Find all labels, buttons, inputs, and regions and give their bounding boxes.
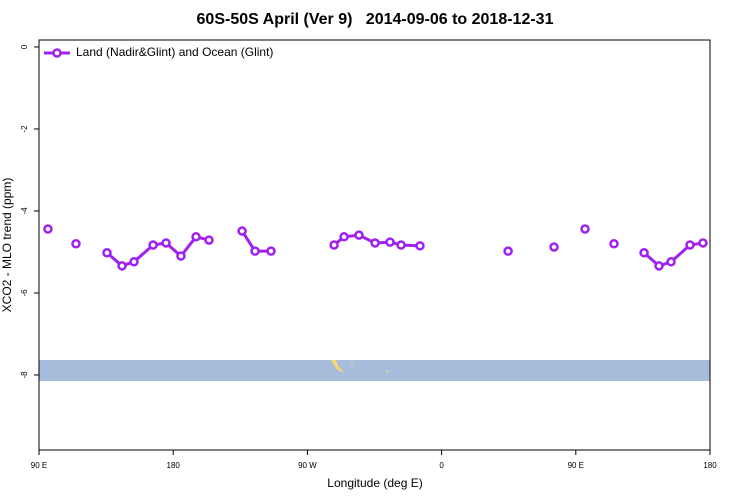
legend-marker	[52, 48, 62, 58]
data-point	[415, 241, 425, 251]
land	[386, 370, 388, 372]
x-tick-label: 180	[703, 461, 717, 470]
y-tick-label: -6	[20, 289, 29, 297]
y-tick-label: -2	[20, 125, 29, 133]
plot-frame	[38, 39, 711, 451]
data-point	[250, 246, 260, 256]
data-point	[43, 224, 53, 234]
data-point	[161, 238, 171, 248]
latitude-band	[39, 360, 710, 381]
data-point	[396, 240, 406, 250]
data-point	[204, 235, 214, 245]
data-point	[148, 240, 158, 250]
data-point	[71, 239, 81, 249]
y-tick-label: 0	[20, 44, 29, 49]
data-point	[609, 239, 619, 249]
data-point	[503, 246, 513, 256]
y-axis-label: XCO2 - MLO trend (ppm)	[0, 178, 14, 313]
data-point	[580, 224, 590, 234]
data-point	[176, 251, 186, 261]
data-point	[102, 248, 112, 258]
x-tick-label: 90 E	[568, 461, 584, 470]
data-point	[117, 261, 127, 271]
data-point	[266, 246, 276, 256]
y-tick-label: -8	[20, 371, 29, 379]
x-tick-label: 90 W	[298, 461, 317, 470]
data-point	[129, 257, 139, 267]
data-point	[329, 240, 339, 250]
land	[351, 362, 353, 364]
data-point	[191, 232, 201, 242]
x-tick-label: 180	[167, 461, 181, 470]
x-axis-label: Longitude (deg E)	[327, 476, 422, 490]
data-point	[685, 240, 695, 250]
data-point	[639, 248, 649, 258]
y-tick-label: -4	[20, 207, 29, 215]
x-tick-label: 90 E	[31, 461, 47, 470]
land	[331, 360, 344, 372]
data-point	[339, 232, 349, 242]
data-point	[385, 237, 395, 247]
data-point	[666, 257, 676, 267]
x-tick-label: 0	[439, 461, 444, 470]
data-point	[549, 242, 559, 252]
legend-label: Land (Nadir&Glint) and Ocean (Glint)	[76, 45, 273, 59]
chart-title: 60S-50S April (Ver 9) 2014-09-06 to 2018…	[197, 11, 554, 28]
data-point	[654, 261, 664, 271]
data-point	[370, 238, 380, 248]
data-point	[237, 226, 247, 236]
data-point	[698, 238, 708, 248]
data-point	[354, 230, 364, 240]
